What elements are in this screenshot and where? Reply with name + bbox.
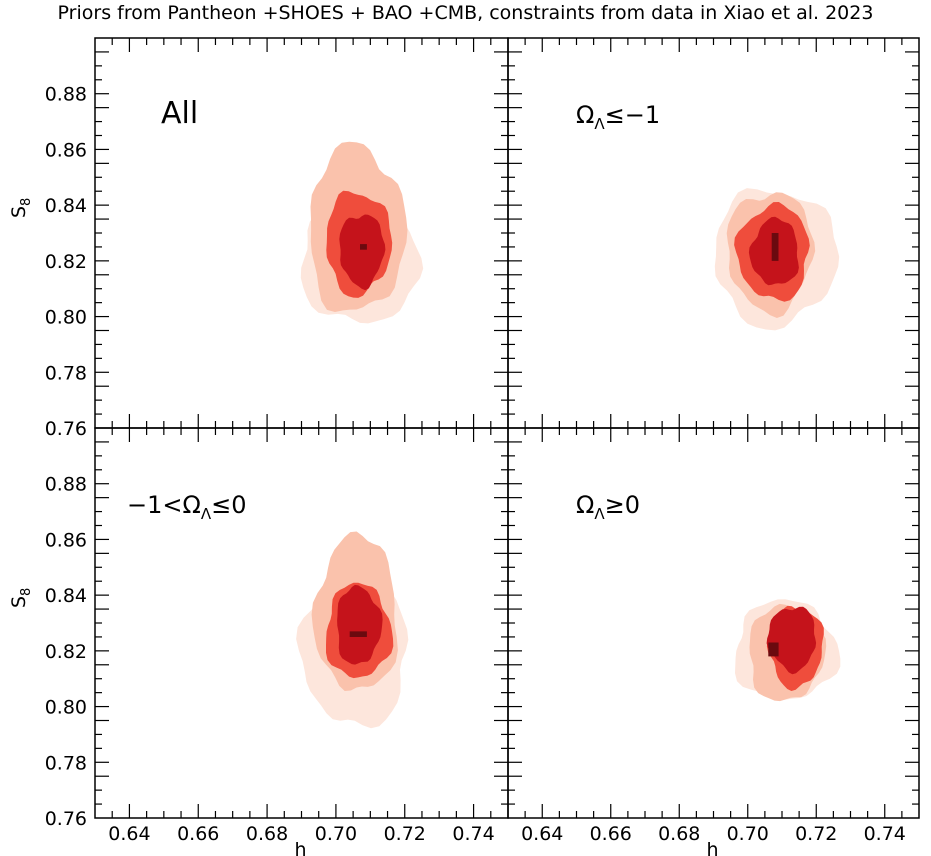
y-tick-label: 0.88 [45, 84, 87, 106]
panel-frame [507, 427, 920, 819]
tick-marks [508, 428, 919, 818]
panel-label: All [161, 96, 198, 131]
panel-label: ΩΛ≥0 [576, 491, 640, 523]
tick-marks [508, 38, 919, 428]
contour-level-4 [337, 584, 383, 665]
y-tick-label: 0.80 [45, 307, 87, 329]
panel-frame [94, 37, 509, 429]
y-tick-label: 0.84 [45, 585, 87, 607]
x-axis-label: h [706, 839, 718, 856]
contour-level-5 [768, 642, 779, 657]
x-axis-label: h [294, 839, 306, 856]
y-axis-label: S8 [8, 588, 34, 608]
panel-frame [507, 37, 920, 429]
tick-marks [95, 38, 508, 428]
y-tick-label: 0.78 [45, 362, 87, 384]
x-tick-label: 0.70 [727, 823, 769, 845]
contour-level-5 [771, 233, 779, 261]
panel-4: 0.64 0.66 0.68 0.70 0.72 0.74 h ΩΛ≥0 [507, 427, 920, 856]
y-axis-label: S8 [8, 198, 34, 218]
panel-1: 0.76 0.78 0.80 0.82 0.84 0.86 0.88 S8 All [8, 37, 509, 440]
y-tick-label: 0.82 [45, 251, 87, 273]
x-tick-label: 0.70 [315, 823, 357, 845]
panel-label: ΩΛ≤−1 [576, 101, 660, 133]
x-tick-label: 0.68 [658, 823, 700, 845]
contour-level-5 [349, 631, 367, 637]
contour-level-5 [360, 244, 367, 250]
x-tick-label: 0.72 [795, 823, 837, 845]
x-tick-label: 0.64 [108, 823, 150, 845]
y-tick-label: 0.78 [45, 752, 87, 774]
x-tick-label: 0.64 [521, 823, 563, 845]
x-tick-label: 0.74 [452, 823, 494, 845]
x-tick-label: 0.66 [590, 823, 632, 845]
panels-layer: 0.76 0.78 0.80 0.82 0.84 0.86 0.88 S8 All ΩΛ≤−1 0.… [8, 37, 920, 856]
panel-3: 0.76 0.78 0.80 0.82 0.84 0.86 0.88 0.64 0.66 0.68… [8, 427, 509, 856]
x-tick-label: 0.68 [246, 823, 288, 845]
contour-level-4 [339, 214, 386, 291]
y-tick-label: 0.82 [45, 641, 87, 663]
y-tick-label: 0.86 [45, 139, 87, 161]
y-tick-label: 0.76 [45, 418, 87, 440]
x-tick-label: 0.66 [177, 823, 219, 845]
x-tick-label: 0.72 [384, 823, 426, 845]
panel-2: ΩΛ≤−1 [507, 37, 920, 429]
contour-level-4 [766, 606, 817, 675]
panel-label: −1<ΩΛ≤0 [127, 491, 246, 523]
y-tick-label: 0.76 [45, 808, 87, 830]
y-tick-label: 0.84 [45, 195, 87, 217]
y-tick-label: 0.80 [45, 697, 87, 719]
x-tick-label: 0.74 [864, 823, 906, 845]
tick-marks [95, 428, 508, 818]
y-tick-label: 0.88 [45, 474, 87, 496]
figure-title: Priors from Pantheon +SHOES + BAO +CMB, … [57, 2, 874, 24]
y-tick-label: 0.86 [45, 529, 87, 551]
